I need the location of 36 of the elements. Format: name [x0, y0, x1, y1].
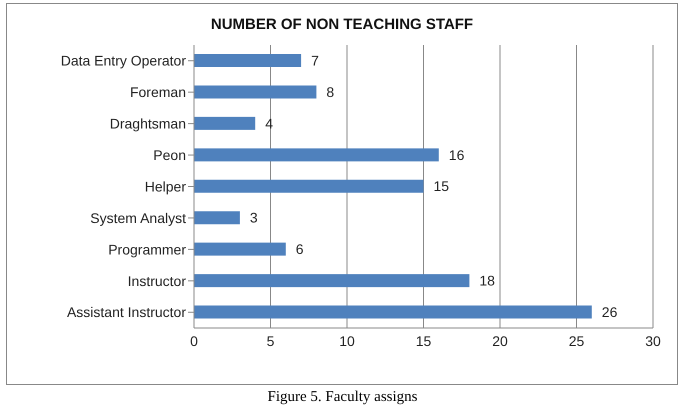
- bar: [194, 54, 302, 67]
- caption: Figure 5. Faculty assigns: [266, 389, 418, 406]
- x-tick-label: 0: [190, 332, 198, 349]
- bar: [194, 148, 439, 162]
- bar: [194, 85, 316, 98]
- y-tick-label: Helper: [144, 178, 186, 194]
- x-tick-label: 25: [568, 332, 584, 349]
- bar: [194, 180, 424, 193]
- data-label: 8: [326, 84, 334, 100]
- bar: [194, 116, 256, 130]
- y-tick-label: Draghtsman: [110, 116, 186, 132]
- bar: [194, 211, 240, 224]
- y-tick-label: Programmer: [108, 241, 186, 258]
- y-tick-label: Instructor: [128, 272, 186, 289]
- y-tick-label: Peon: [153, 147, 186, 164]
- y-tick-label: System Analyst: [90, 210, 186, 226]
- bar: [194, 274, 470, 288]
- y-tick-label: Foreman: [130, 84, 186, 100]
- y-tick-label: Assistant Instructor: [66, 304, 186, 320]
- data-label: 16: [448, 146, 465, 163]
- y-tick-label: Data Entry Operator: [60, 52, 186, 69]
- data-label: 26: [602, 304, 618, 320]
- data-label: 18: [479, 272, 496, 289]
- data-label: 7: [311, 52, 320, 68]
- x-tick-label: 15: [416, 332, 432, 349]
- x-tick-label: 10: [339, 332, 355, 349]
- data-label: 15: [434, 178, 450, 194]
- data-label: 4: [265, 115, 274, 132]
- bar: [194, 306, 592, 319]
- x-tick-label: 20: [492, 332, 508, 349]
- chart-title: NUMBER OF NON TEACHING STAFF: [210, 16, 474, 33]
- x-tick-label: 5: [266, 332, 275, 349]
- data-label: 6: [296, 241, 304, 258]
- x-tick-label: 30: [645, 332, 661, 349]
- bar: [194, 242, 286, 256]
- data-label: 3: [250, 210, 258, 226]
